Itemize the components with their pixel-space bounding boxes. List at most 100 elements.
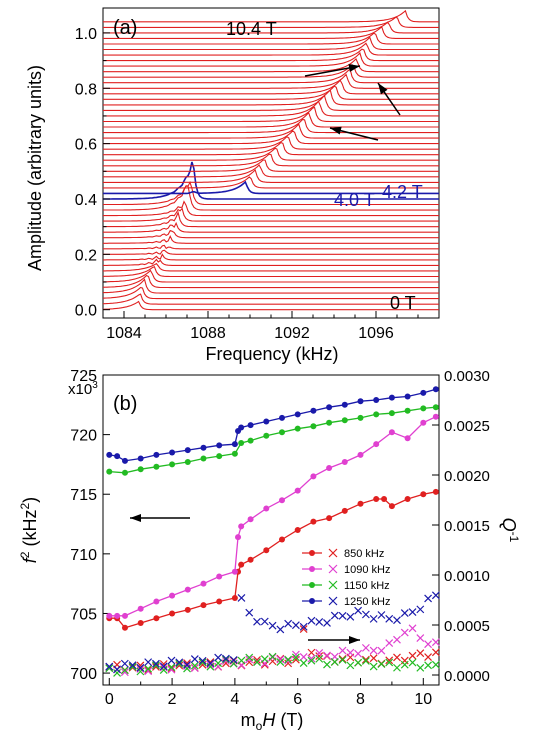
series-q-point	[346, 612, 355, 621]
series-f2-point	[200, 580, 207, 587]
panel-a-label: (a)	[113, 17, 137, 39]
series-q-point	[144, 658, 153, 667]
series-q-point	[221, 655, 230, 664]
series-f2-point	[263, 505, 270, 512]
series-q-point	[424, 661, 433, 670]
series-q-point	[323, 651, 331, 660]
series-q-point	[424, 640, 433, 649]
trace-highlight	[103, 180, 439, 195]
panel-a-ytick-label: 0.4	[75, 192, 97, 209]
panel-a: 1084 1088 1092 1096 0.0 0.2 0.4 0.6 0.8 1.0 (a) 1…	[25, 7, 440, 364]
trace	[103, 229, 439, 239]
trace	[103, 185, 439, 211]
trace	[103, 253, 439, 261]
legend-marker-cross	[328, 596, 338, 606]
panel-b-right-tick-label: 0.0025	[444, 418, 490, 435]
panel-b-xtick-label: 4	[230, 691, 239, 708]
series-f2-point	[238, 523, 245, 530]
trace	[103, 21, 439, 34]
series-q-point	[393, 616, 401, 625]
trace	[103, 210, 439, 228]
series-f2-point	[326, 419, 333, 426]
panel-b-right-tick-label: 0.0030	[444, 368, 490, 385]
series-q-point	[253, 617, 261, 626]
series-q-point	[183, 662, 191, 670]
series-q-point	[175, 661, 184, 670]
panel-b-xtick-label: 2	[168, 691, 177, 708]
panel-b-xlabel: moH (T)	[241, 710, 304, 733]
series-q-point	[120, 666, 129, 675]
trace	[103, 180, 439, 206]
series-f2-point	[216, 442, 223, 449]
legend-marker-dot	[309, 582, 315, 588]
series-f2-point	[381, 496, 388, 502]
series-q-point	[385, 658, 394, 667]
series-q-point	[307, 656, 316, 665]
series-q-point	[291, 653, 300, 662]
panel-b-xtick-label: 0	[105, 691, 114, 708]
panel-b-left-tick-label: 715	[70, 487, 97, 504]
series-f2-point	[184, 459, 191, 466]
panel-b-legend: 850 kHz 1090 kHz 1150 kHz 1250 kHz	[302, 548, 390, 608]
series-q-point	[361, 610, 370, 619]
trace	[102, 265, 439, 278]
series-q-point	[175, 658, 184, 667]
series-q-point	[393, 663, 401, 672]
panel-a-ytick-label: 0.0	[75, 303, 97, 320]
panel-b-right-tick-label: 0.0010	[444, 568, 490, 585]
series-q-point	[369, 654, 378, 663]
panel-a-xlabel: Frequency (kHz)	[205, 344, 338, 364]
trace	[103, 136, 439, 150]
trace	[103, 64, 439, 78]
series-f2-point	[216, 573, 223, 580]
series-q-point	[214, 662, 223, 671]
series-f2-point	[373, 441, 380, 448]
series-q-point	[152, 659, 160, 668]
panel-b-right-tick-label: 0.0015	[444, 518, 490, 535]
series-f2-point	[247, 556, 254, 563]
series-q-point	[299, 652, 308, 661]
series-f2-point	[184, 447, 191, 454]
series-q-point	[361, 643, 370, 652]
panel-a-arrow-3-head	[330, 126, 342, 135]
series-f2-point	[153, 615, 160, 622]
series-q-point	[284, 656, 293, 665]
trace	[103, 16, 439, 28]
series-3	[105, 386, 440, 674]
trace	[103, 68, 439, 84]
series-q-point	[431, 591, 440, 600]
panel-a-arrow-2-head	[378, 83, 388, 95]
panel-b-frame	[102, 374, 440, 686]
series-f2-point	[200, 602, 207, 609]
series-f2-point	[121, 469, 128, 476]
series-f2-point	[238, 424, 245, 431]
trace	[103, 164, 439, 178]
series-q-point	[159, 666, 168, 674]
series-f2-point	[247, 516, 254, 523]
legend-label: 850 kHz	[344, 548, 384, 560]
series-f2-point	[341, 417, 348, 424]
panel-a-ticks: 1084 1088 1092 1096 0.0 0.2 0.4 0.6 0.8 1.0	[75, 26, 440, 342]
series-q-point	[369, 646, 378, 655]
series-q-point	[253, 658, 261, 667]
legend-marker-dot	[309, 598, 315, 604]
series-q-point	[307, 654, 316, 663]
trace	[103, 168, 439, 183]
series-q-point	[385, 656, 394, 665]
series-q-point	[315, 652, 324, 660]
series-q-point	[330, 611, 339, 620]
series-f2-point	[357, 451, 364, 458]
series-q-point	[144, 664, 153, 673]
series-f2-point	[247, 437, 254, 444]
series-q-point	[268, 652, 277, 661]
series-f2-point	[169, 610, 176, 617]
panel-b-left-tick-label: 720	[70, 428, 97, 445]
trace	[103, 32, 439, 45]
panel-b-ticks: 0 2 4 6 8 10 700 705 710 715 720 725 0.0000 0.0005 0.0…	[70, 368, 490, 708]
panel-a-arrows	[304, 64, 401, 141]
series-f2-point	[294, 425, 301, 432]
trace	[103, 147, 439, 161]
series-f2-point	[278, 429, 285, 436]
series-q-point	[128, 661, 137, 670]
